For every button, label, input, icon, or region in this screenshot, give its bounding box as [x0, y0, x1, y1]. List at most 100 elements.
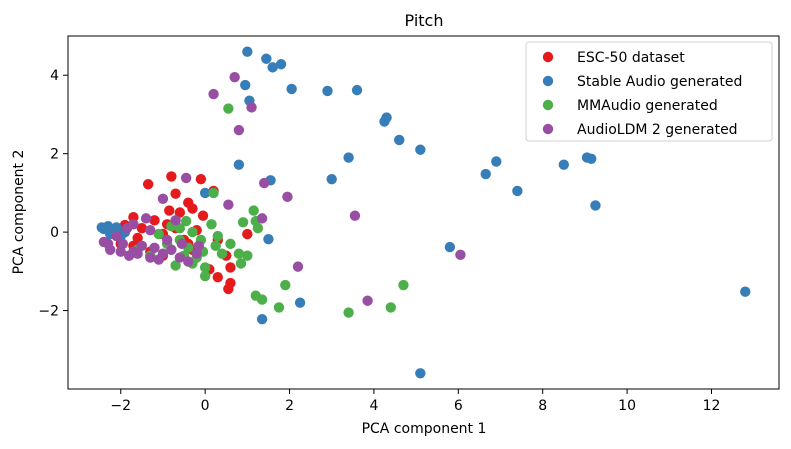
point-audioldm-2-generated	[233, 124, 245, 136]
point-stable-audio-generated	[233, 159, 245, 170]
point-mmaudio-generated	[208, 187, 219, 199]
point-audioldm-2-generated	[121, 222, 133, 234]
point-stable-audio-generated	[343, 152, 354, 163]
point-audioldm-2-generated	[176, 238, 188, 250]
point-audioldm-2-generated	[223, 199, 234, 210]
x-axis-ticks: −2 0 2 4 6 8 10 12	[110, 389, 720, 414]
point-audioldm-2-generated	[145, 252, 156, 263]
x-tick-label: 2	[285, 398, 294, 414]
point-esc-50-dataset	[197, 210, 209, 221]
point-stable-audio-generated	[394, 134, 405, 146]
point-mmaudio-generated	[210, 240, 221, 252]
point-stable-audio-generated	[586, 153, 597, 164]
legend-label: ESC-50 dataset	[577, 50, 685, 66]
point-esc-50-dataset	[164, 205, 175, 216]
y-tick-label: 2	[50, 147, 59, 163]
point-stable-audio-generated	[275, 59, 287, 70]
point-mmaudio-generated	[174, 222, 186, 234]
point-mmaudio-generated	[237, 217, 249, 228]
y-tick-label: −2	[38, 304, 59, 320]
point-stable-audio-generated	[379, 116, 390, 127]
point-esc-50-dataset	[149, 215, 160, 226]
point-mmaudio-generated	[280, 279, 291, 291]
point-audioldm-2-generated	[149, 242, 160, 253]
y-axis-label: PCA component 2	[11, 150, 27, 275]
point-stable-audio-generated	[415, 368, 426, 379]
point-esc-50-dataset	[223, 283, 234, 295]
legend-marker	[542, 75, 554, 87]
point-audioldm-2-generated	[229, 71, 240, 83]
point-audioldm-2-generated	[140, 213, 152, 224]
legend-marker	[542, 51, 554, 63]
point-audioldm-2-generated	[128, 246, 139, 257]
point-audioldm-2-generated	[117, 238, 129, 250]
point-stable-audio-generated	[740, 286, 751, 297]
point-audioldm-2-generated	[362, 295, 373, 306]
point-stable-audio-generated	[480, 168, 491, 180]
point-audioldm-2-generated	[98, 236, 110, 248]
x-tick-label: 12	[703, 398, 721, 414]
point-audioldm-2-generated	[104, 244, 116, 255]
point-audioldm-2-generated	[180, 172, 192, 184]
y-tick-label: 0	[50, 225, 59, 241]
point-stable-audio-generated	[512, 185, 523, 197]
point-esc-50-dataset	[170, 188, 181, 199]
point-mmaudio-generated	[256, 294, 268, 305]
plot-frame	[67, 35, 780, 390]
point-audioldm-2-generated	[349, 210, 361, 221]
point-mmaudio-generated	[242, 250, 253, 261]
point-mmaudio-generated	[153, 228, 164, 240]
point-stable-audio-generated	[444, 241, 456, 253]
point-mmaudio-generated	[252, 222, 264, 234]
point-audioldm-2-generated	[161, 234, 173, 246]
point-stable-audio-generated	[415, 144, 426, 155]
point-audioldm-2-generated	[455, 249, 466, 261]
legend-label: Stable Audio generated	[577, 74, 742, 90]
point-mmaudio-generated	[199, 262, 211, 273]
point-mmaudio-generated	[216, 248, 228, 259]
point-stable-audio-generated	[199, 187, 211, 199]
point-audioldm-2-generated	[157, 193, 169, 204]
point-audioldm-2-generated	[136, 240, 148, 252]
point-stable-audio-generated	[491, 156, 502, 167]
legend: ESC-50 dataset Stable Audio generated MMAu…	[525, 41, 773, 142]
point-esc-50-dataset	[142, 179, 154, 190]
point-audioldm-2-generated	[145, 224, 156, 236]
point-audioldm-2-generated	[166, 244, 177, 255]
point-mmaudio-generated	[385, 302, 396, 313]
point-stable-audio-generated	[351, 84, 363, 96]
point-audioldm-2-generated	[292, 261, 304, 272]
point-stable-audio-generated	[240, 79, 251, 91]
point-audioldm-2-generated	[259, 177, 270, 189]
point-mmaudio-generated	[223, 103, 234, 114]
data-points	[96, 46, 751, 379]
point-esc-50-dataset	[225, 262, 236, 273]
point-audioldm-2-generated	[153, 254, 164, 265]
x-tick-label: 8	[538, 398, 547, 414]
point-audioldm-2-generated	[170, 215, 181, 226]
point-mmaudio-generated	[225, 238, 236, 250]
point-esc-50-dataset	[212, 272, 223, 283]
point-stable-audio-generated	[322, 85, 333, 97]
point-mmaudio-generated	[187, 226, 198, 238]
point-mmaudio-generated	[343, 307, 354, 318]
point-audioldm-2-generated	[191, 248, 202, 259]
point-stable-audio-generated	[326, 173, 337, 185]
point-audioldm-2-generated	[174, 252, 186, 263]
point-mmaudio-generated	[235, 258, 247, 269]
point-stable-audio-generated	[256, 313, 268, 325]
point-esc-50-dataset	[166, 171, 177, 182]
point-mmaudio-generated	[273, 302, 285, 313]
point-audioldm-2-generated	[256, 213, 268, 224]
point-mmaudio-generated	[180, 215, 192, 227]
point-mmaudio-generated	[199, 270, 211, 282]
x-tick-label: 6	[454, 398, 463, 414]
point-audioldm-2-generated	[193, 240, 205, 252]
x-tick-label: 4	[369, 398, 378, 414]
point-mmaudio-generated	[206, 219, 217, 230]
point-stable-audio-generated	[263, 233, 274, 245]
point-mmaudio-generated	[398, 279, 409, 291]
x-tick-label: −2	[110, 398, 131, 414]
legend-label: AudioLDM 2 generated	[577, 122, 738, 138]
